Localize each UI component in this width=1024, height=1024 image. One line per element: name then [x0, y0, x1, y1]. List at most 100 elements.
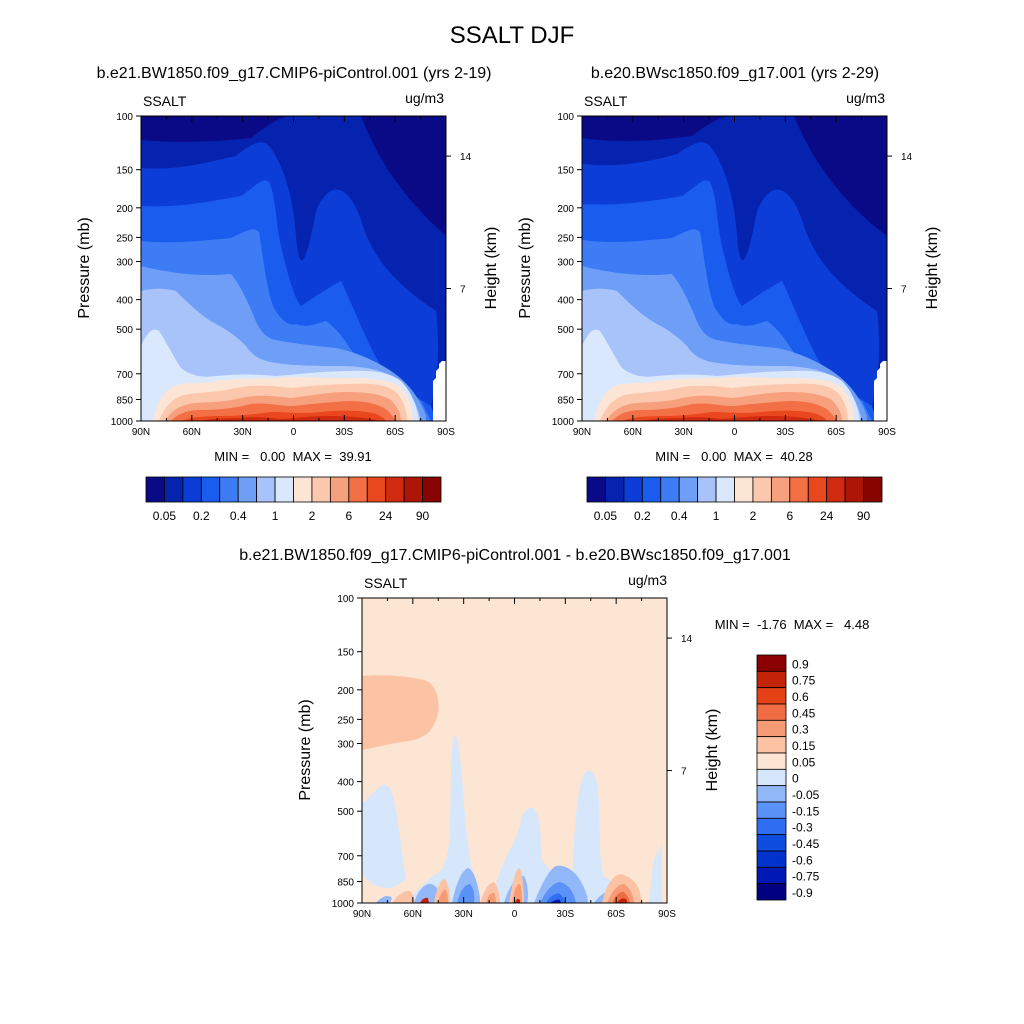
- axes: 90N 60N 30N 0 30S 60S 90S 100 150 200 250 300 400 500…: [111, 112, 472, 438]
- y2-tick-label: 7: [460, 285, 466, 296]
- colorbar-swatch: [182, 476, 202, 503]
- units-label: ug/m3: [628, 572, 667, 588]
- colorbar-swatch: [807, 476, 828, 503]
- y-tick-label: 250: [337, 715, 354, 726]
- colorbar-label: -0.75: [792, 870, 820, 884]
- colorbar-swatch: [660, 476, 680, 503]
- x-tick-label: 60N: [624, 427, 642, 438]
- colorbar-label: 6: [786, 509, 793, 523]
- panel-difference: b.e21.BW1850.f09_g17.CMIP6-piControl.001…: [239, 547, 869, 920]
- x-tick-label: 90S: [658, 909, 676, 920]
- colorbar-label: 0.6: [792, 690, 809, 704]
- y2-tick-label: 14: [681, 634, 693, 645]
- colorbar-label: 24: [379, 509, 393, 523]
- colorbar-label: 24: [820, 509, 834, 523]
- colorbar-label: 0.2: [634, 509, 651, 523]
- x-tick-label: 60S: [607, 909, 625, 920]
- x-tick-label: 30S: [556, 909, 574, 920]
- colorbar-swatch: [605, 476, 625, 503]
- colorbar-swatch: [145, 476, 165, 503]
- colorbar-swatch: [403, 476, 423, 503]
- colorbar-swatch: [756, 866, 787, 885]
- x-tick-label: 90N: [132, 427, 150, 438]
- colorbar-label: 0.2: [193, 509, 210, 523]
- colorbar-swatch: [385, 476, 405, 503]
- x-tick-label: 30N: [674, 427, 692, 438]
- x-tick-label: 30S: [776, 427, 794, 438]
- colorbar-swatch: [734, 476, 754, 503]
- y-tick-label: 500: [116, 325, 133, 336]
- colorbar-label: -0.15: [792, 804, 820, 818]
- colorbar-label: -0.6: [792, 853, 813, 867]
- y-tick-label: 150: [337, 648, 354, 659]
- colorbar-swatch: [756, 670, 787, 689]
- colorbar-swatch: [826, 476, 846, 503]
- y-tick-label: 850: [557, 395, 574, 406]
- contour-fill: [582, 116, 887, 421]
- colorbar: 0.05 0.2 0.4 1 2 6 24 90: [586, 476, 883, 523]
- variable-label: SSALT: [143, 93, 187, 109]
- colorbar-label: 2: [309, 509, 316, 523]
- colorbar-label: 1: [272, 509, 279, 523]
- y-tick-label: 850: [337, 877, 354, 888]
- colorbar-swatch: [756, 801, 787, 819]
- colorbar-swatch: [697, 476, 717, 503]
- panel-case1: b.e21.BW1850.f09_g17.CMIP6-piControl.001…: [76, 65, 500, 523]
- y-tick-label: 250: [557, 233, 574, 244]
- y-tick-label: 200: [337, 686, 354, 697]
- y-tick-label: 1000: [332, 899, 355, 910]
- y-tick-label: 100: [557, 112, 574, 123]
- colorbar-swatch: [678, 476, 699, 503]
- colorbar-label: 0: [792, 772, 799, 786]
- colorbar-label: 6: [345, 509, 352, 523]
- colorbar-label: 0.9: [792, 657, 809, 671]
- figure-title: SSALT DJF: [450, 22, 574, 49]
- colorbar-label: -0.3: [792, 821, 813, 835]
- y-tick-label: 200: [557, 204, 574, 215]
- y-tick-label: 300: [116, 258, 133, 269]
- panel-title: b.e20.BWsc1850.f09_g17.001 (yrs 2-29): [591, 65, 879, 82]
- colorbar-label: 0.4: [230, 509, 247, 523]
- y-tick-label: 850: [116, 395, 133, 406]
- colorbar-swatch: [422, 476, 442, 503]
- colorbar-swatch: [366, 476, 387, 503]
- y-axis-label: Pressure (mb): [517, 217, 534, 318]
- colorbar-swatch: [756, 834, 787, 852]
- y-tick-label: 150: [557, 166, 574, 177]
- min-max-label: MIN = 0.00 MAX = 40.28: [655, 449, 813, 464]
- x-tick-label: 30N: [454, 909, 472, 920]
- x-tick-label: 0: [291, 427, 297, 438]
- y-tick-label: 700: [557, 370, 574, 381]
- colorbar-label: -0.05: [792, 788, 820, 802]
- variable-label: SSALT: [364, 575, 408, 591]
- y2-axis-label: Height (km): [924, 227, 941, 310]
- x-tick-label: 90S: [437, 427, 455, 438]
- y-axis-label: Pressure (mb): [76, 217, 93, 318]
- colorbar-swatch: [623, 476, 643, 503]
- y-tick-label: 500: [337, 807, 354, 818]
- y-tick-label: 400: [557, 296, 574, 307]
- y-tick-label: 1000: [111, 417, 134, 428]
- colorbar-label: 0.45: [792, 706, 816, 720]
- y-tick-label: 200: [116, 204, 133, 215]
- colorbar-swatch: [756, 736, 787, 754]
- colorbar-label: 0.05: [153, 509, 177, 523]
- x-tick-label: 0: [732, 427, 738, 438]
- y2-tick-label: 7: [901, 285, 907, 296]
- y-tick-label: 100: [337, 594, 354, 605]
- y2-tick-label: 7: [681, 767, 687, 778]
- colorbar-swatch: [756, 703, 787, 721]
- colorbar-swatch: [219, 476, 239, 503]
- colorbar-label: 2: [750, 509, 757, 523]
- y-tick-label: 250: [116, 233, 133, 244]
- y-axis-label: Pressure (mb): [297, 699, 314, 800]
- axes: 90N 60N 30N 0 30S 60S 90S 100 150 200 250 300 400 500…: [332, 594, 693, 920]
- x-tick-label: 0: [512, 909, 518, 920]
- x-tick-label: 60N: [404, 909, 422, 920]
- x-tick-label: 90N: [573, 427, 591, 438]
- panel-case2: b.e20.BWsc1850.f09_g17.001 (yrs 2-29) SS…: [517, 65, 941, 523]
- axes: 90N 60N 30N 0 30S 60S 90S 100 150 200 250 300 400 500…: [552, 112, 913, 438]
- colorbar-swatch: [311, 476, 331, 503]
- colorbar-swatch: [237, 476, 258, 503]
